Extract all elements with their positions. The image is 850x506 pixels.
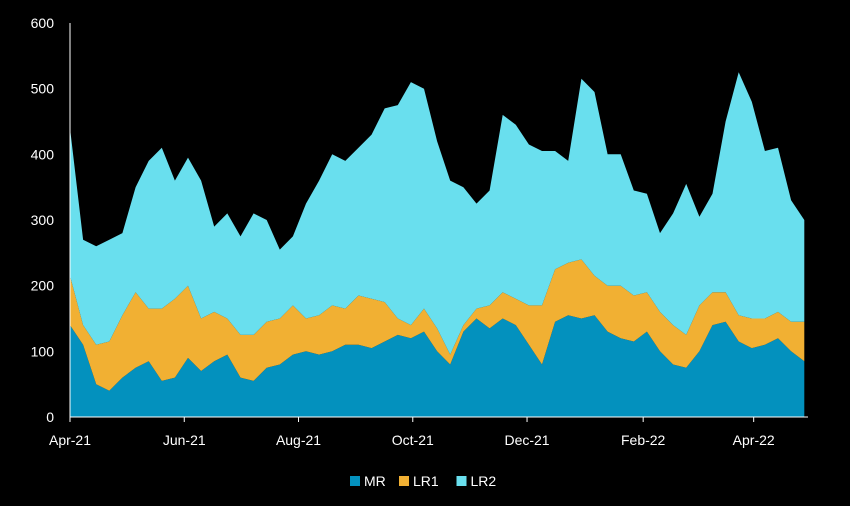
y-tick-label: 0: [46, 409, 54, 425]
legend-item-lr2: LR2: [456, 473, 497, 489]
legend-item-mr: MR: [350, 473, 386, 489]
y-tick-label: 300: [31, 212, 55, 228]
x-tick-label: Oct-21: [392, 432, 434, 448]
y-tick-label: 200: [31, 278, 55, 294]
axes: [69, 23, 808, 418]
legend-label: MR: [364, 473, 386, 489]
legend-swatch: [456, 476, 467, 486]
legend: MR LR1 LR2: [350, 473, 496, 489]
legend-label: LR1: [413, 473, 439, 489]
legend-swatch: [399, 476, 409, 486]
legend-swatch: [350, 476, 360, 486]
y-tick-label: 400: [31, 146, 55, 162]
y-tick-label: 500: [31, 81, 55, 97]
x-tick-label: Feb-22: [621, 432, 666, 448]
series-area-lr1: [70, 259, 805, 391]
x-tick-label: Jun-21: [163, 432, 206, 448]
series-areas: [70, 72, 805, 417]
x-tick-label: Apr-22: [733, 432, 775, 448]
y-axis-ticks: 0 100 200 300 400 500 600: [31, 15, 55, 425]
x-tick-label: Aug-21: [276, 432, 321, 448]
legend-item-lr1: LR1: [399, 473, 439, 489]
legend-label: LR2: [471, 473, 497, 489]
y-tick-label: 600: [31, 15, 55, 31]
series-area-lr2: [70, 72, 805, 355]
x-tick-label: Apr-21: [49, 432, 91, 448]
y-tick-label: 100: [31, 343, 55, 359]
x-axis-ticks: Apr-21 Jun-21 Aug-21 Oct-21 Dec-21 Feb-22 Apr-…: [49, 417, 775, 448]
series-area-mr: [70, 315, 805, 417]
x-tick-label: Dec-21: [504, 432, 549, 448]
